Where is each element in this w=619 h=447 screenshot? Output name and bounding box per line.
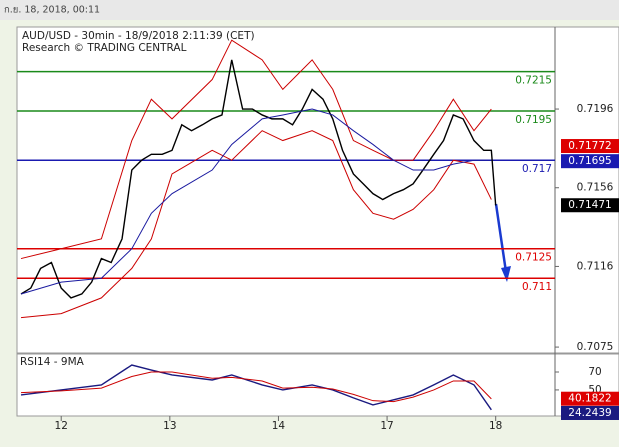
y-tick-label: 0.7196	[577, 103, 614, 115]
chart-subtitle: Research © TRADING CENTRAL	[22, 42, 187, 54]
y-tick-label: 0.7156	[577, 182, 614, 194]
y-tick-label: 70	[588, 366, 601, 378]
x-tick-label: 18	[489, 420, 502, 432]
rsi-panel	[16, 353, 619, 417]
level-label: 0.7215	[515, 75, 552, 87]
level-label: 0.7125	[515, 252, 552, 264]
level-label: 0.7195	[515, 114, 552, 126]
value-badge-label: 0.71695	[568, 155, 611, 167]
x-tick-label: 14	[272, 420, 286, 432]
y-tick-label: 0.7075	[577, 341, 614, 353]
value-badge	[561, 139, 619, 154]
arrow-head	[501, 266, 511, 282]
series-line	[20, 39, 492, 260]
value-badge-label: 0.71772	[568, 140, 611, 152]
x-tick-label: 12	[55, 420, 68, 432]
rsi-title: RSI14 - 9MA	[20, 356, 85, 368]
value-badge-label: 24.2439	[568, 407, 611, 419]
x-tick-label: 17	[380, 420, 393, 432]
main-panel	[16, 26, 619, 354]
top-bar	[0, 0, 619, 20]
series-line	[20, 130, 492, 319]
level-label: 0.717	[522, 163, 552, 175]
chart-title: AUD/USD - 30min - 18/9/2018 2:11:39 (CET…	[22, 30, 255, 42]
value-badge	[561, 154, 619, 169]
value-badge-label: 40.1822	[568, 393, 611, 405]
timestamp: ก.ย. 18, 2018, 00:11	[4, 5, 100, 16]
y-tick-label: 0.7116	[577, 260, 614, 272]
series-line	[20, 371, 492, 403]
arrow	[494, 203, 508, 273]
value-badge-label: 0.71471	[568, 199, 611, 211]
x-tick-label: 13	[163, 420, 176, 432]
level-label: 0.711	[522, 281, 552, 293]
series-line	[20, 108, 492, 295]
value-badge	[561, 405, 619, 420]
value-badge	[561, 198, 619, 213]
value-badge	[561, 391, 619, 406]
